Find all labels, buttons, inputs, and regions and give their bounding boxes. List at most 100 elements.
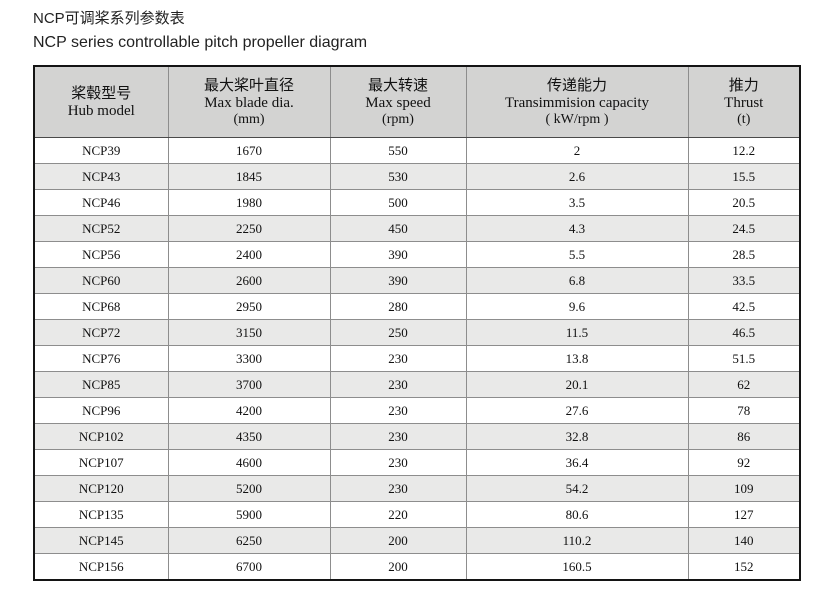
table-cell: 12.2 [687, 137, 801, 164]
page: NCP可调桨系列参数表 NCP series controllable pitc… [33, 10, 801, 581]
table-cell: 230 [329, 345, 467, 372]
table-cell: 2400 [167, 241, 331, 268]
table-cell: 152 [687, 553, 801, 581]
table-row: NCP145 6250 200 110.2 140 [33, 527, 801, 554]
table-cell: 5200 [167, 475, 331, 502]
table-cell: 6.8 [465, 267, 689, 294]
column-header-4: 传递能力 Transimmision capacity( kW/rpm ) [465, 65, 689, 138]
table-cell: 92 [687, 449, 801, 476]
table-row: NCP56 2400 390 5.5 28.5 [33, 241, 801, 268]
table-cell: 4350 [167, 423, 331, 450]
table-cell: 20.1 [465, 371, 689, 398]
table-cell: 3700 [167, 371, 331, 398]
table-cell: NCP120 [33, 475, 169, 502]
spec-table: 桨毂型号 Hub model 最大桨叶直径 Max blade dia. (mm) 最大转… [33, 65, 801, 581]
table-cell: NCP102 [33, 423, 169, 450]
table-cell: 1980 [167, 189, 331, 216]
table-cell: 3.5 [465, 189, 689, 216]
table-cell: NCP107 [33, 449, 169, 476]
table-cell: 36.4 [465, 449, 689, 476]
table-row: NCP107 4600 230 36.4 92 [33, 449, 801, 476]
page-title-en: NCP series controllable pitch propeller … [33, 34, 368, 51]
table-cell: 80.6 [465, 501, 689, 528]
table-header: 桨毂型号 Hub model 最大桨叶直径 Max blade dia. (mm) 最大转… [33, 65, 801, 138]
column-header-en: Hub model [67, 102, 135, 119]
table-cell: 24.5 [687, 215, 801, 242]
table-cell: NCP52 [33, 215, 169, 242]
column-header-3: 最大转速 Max speed (rpm) [329, 65, 467, 138]
table-cell: 3150 [167, 319, 331, 346]
column-header-en: Thrust [724, 94, 764, 111]
table-cell: 27.6 [465, 397, 689, 424]
table-row: NCP52 2250 450 4.3 24.5 [33, 215, 801, 242]
table-cell: 54.2 [465, 475, 689, 502]
table-cell: 2 [465, 137, 689, 164]
column-header-en: Max blade dia. [204, 94, 294, 111]
table-cell: 200 [329, 553, 467, 581]
column-header-2: 最大桨叶直径 Max blade dia. (mm) [167, 65, 331, 138]
table-cell: 51.5 [687, 345, 801, 372]
table-cell: 86 [687, 423, 801, 450]
table-cell: 28.5 [687, 241, 801, 268]
table-body: NCP39 1670 550 2 12.2 NCP43 1845 530 2.6 15.5 NCP4… [33, 137, 801, 581]
table-cell: 230 [329, 449, 467, 476]
table-cell: 530 [329, 163, 467, 190]
table-cell: NCP145 [33, 527, 169, 554]
table-cell: 78 [687, 397, 801, 424]
table-cell: NCP39 [33, 137, 169, 164]
table-cell: 280 [329, 293, 467, 320]
table-cell: 20.5 [687, 189, 801, 216]
table-cell: 5900 [167, 501, 331, 528]
column-header-zh: 最大桨叶直径 [203, 77, 294, 94]
table-cell: 1845 [167, 163, 331, 190]
table-cell: 4.3 [465, 215, 689, 242]
table-row: NCP120 5200 230 54.2 109 [33, 475, 801, 502]
table-row: NCP60 2600 390 6.8 33.5 [33, 267, 801, 294]
table-cell: 2600 [167, 267, 331, 294]
column-header-5: 推力 Thrust (t) [687, 65, 801, 138]
table-cell: 390 [329, 241, 467, 268]
table-cell: NCP43 [33, 163, 169, 190]
table-row: NCP135 5900 220 80.6 127 [33, 501, 801, 528]
table-cell: 200 [329, 527, 467, 554]
table-cell: 500 [329, 189, 467, 216]
table-cell: NCP60 [33, 267, 169, 294]
table-cell: NCP85 [33, 371, 169, 398]
table-cell: NCP96 [33, 397, 169, 424]
column-header-en: Transimmision capacity [504, 94, 650, 111]
table-cell: 32.8 [465, 423, 689, 450]
table-cell: 15.5 [687, 163, 801, 190]
table-cell: 109 [687, 475, 801, 502]
table-cell: 3300 [167, 345, 331, 372]
column-header-unit: (mm) [233, 111, 265, 127]
table-cell: 4600 [167, 449, 331, 476]
table-cell: NCP76 [33, 345, 169, 372]
table-cell: 230 [329, 397, 467, 424]
column-header-unit: ( kW/rpm ) [545, 111, 609, 127]
table-row: NCP76 3300 230 13.8 51.5 [33, 345, 801, 372]
table-row: NCP39 1670 550 2 12.2 [33, 137, 801, 164]
table-row: NCP156 6700 200 160.5 152 [33, 553, 801, 581]
table-cell: 1670 [167, 137, 331, 164]
table-cell: 2.6 [465, 163, 689, 190]
table-cell: NCP156 [33, 553, 169, 581]
table-cell: 13.8 [465, 345, 689, 372]
table-cell: 2250 [167, 215, 331, 242]
table-cell: NCP135 [33, 501, 169, 528]
column-header-1: 桨毂型号 Hub model [33, 65, 169, 138]
column-header-zh: 最大转速 [367, 77, 428, 94]
column-header-unit: (rpm) [382, 111, 414, 127]
table-cell: 6700 [167, 553, 331, 581]
table-row: NCP102 4350 230 32.8 86 [33, 423, 801, 450]
table-cell: 230 [329, 371, 467, 398]
table-cell: 220 [329, 501, 467, 528]
page-title-zh: NCP可调桨系列参数表 [33, 10, 185, 27]
table-cell: 5.5 [465, 241, 689, 268]
table-cell: NCP46 [33, 189, 169, 216]
table-cell: 250 [329, 319, 467, 346]
table-cell: 230 [329, 423, 467, 450]
column-header-zh: 传递能力 [546, 77, 607, 94]
table-cell: 11.5 [465, 319, 689, 346]
table-row: NCP68 2950 280 9.6 42.5 [33, 293, 801, 320]
table-cell: 390 [329, 267, 467, 294]
